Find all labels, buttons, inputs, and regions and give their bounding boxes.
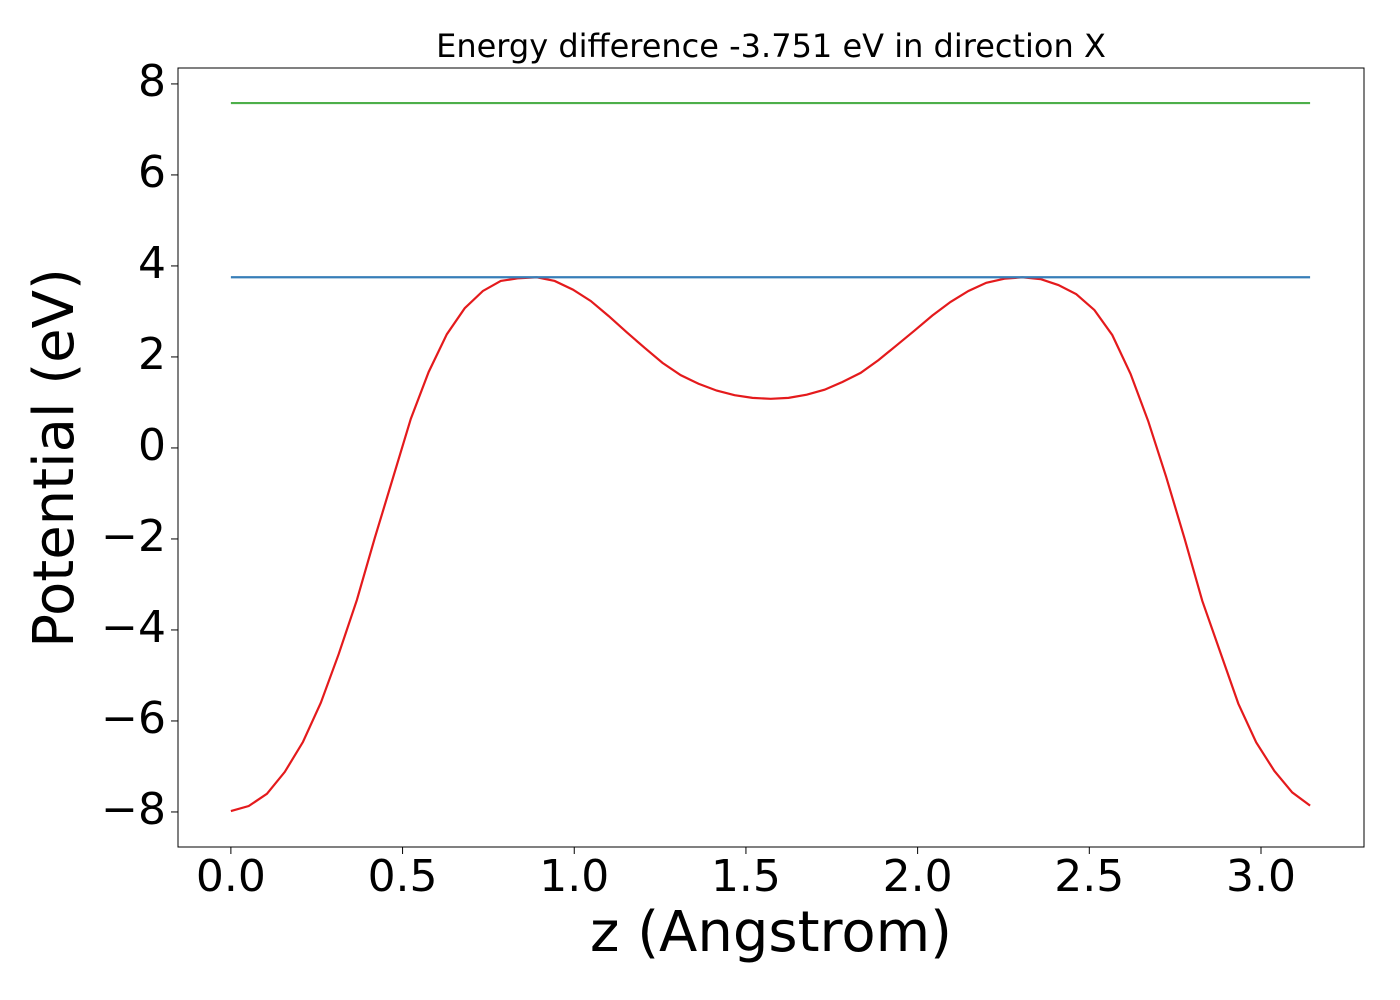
x-tick-label: 1.0	[539, 851, 609, 902]
y-tick-label: 4	[138, 238, 166, 289]
data-line	[230, 276, 1311, 813]
x-tick-label: 0.5	[368, 851, 438, 902]
y-tick-label: 0	[138, 420, 166, 471]
y-tick-label: −6	[101, 693, 166, 744]
x-tick-label: 0.0	[196, 851, 266, 902]
y-axis-label: Potential (eV)	[22, 268, 87, 648]
plot-frame	[177, 67, 1365, 848]
y-tick-label: 8	[138, 56, 166, 107]
y-tick-label: −8	[101, 784, 166, 835]
x-tick-label: 2.5	[1054, 851, 1124, 902]
x-tick-label: 2.0	[883, 851, 953, 902]
y-tick-label: 2	[138, 329, 166, 380]
y-tick-label: 6	[138, 147, 166, 198]
y-tick-label: −4	[101, 602, 166, 653]
y-tick-label: −2	[101, 511, 166, 562]
x-axis-label: z (Angstrom)	[590, 900, 952, 965]
chart-title: Energy difference -3.751 eV in direction…	[436, 27, 1106, 65]
x-tick-label: 1.5	[711, 851, 781, 902]
x-tick-label: 3.0	[1226, 851, 1296, 902]
